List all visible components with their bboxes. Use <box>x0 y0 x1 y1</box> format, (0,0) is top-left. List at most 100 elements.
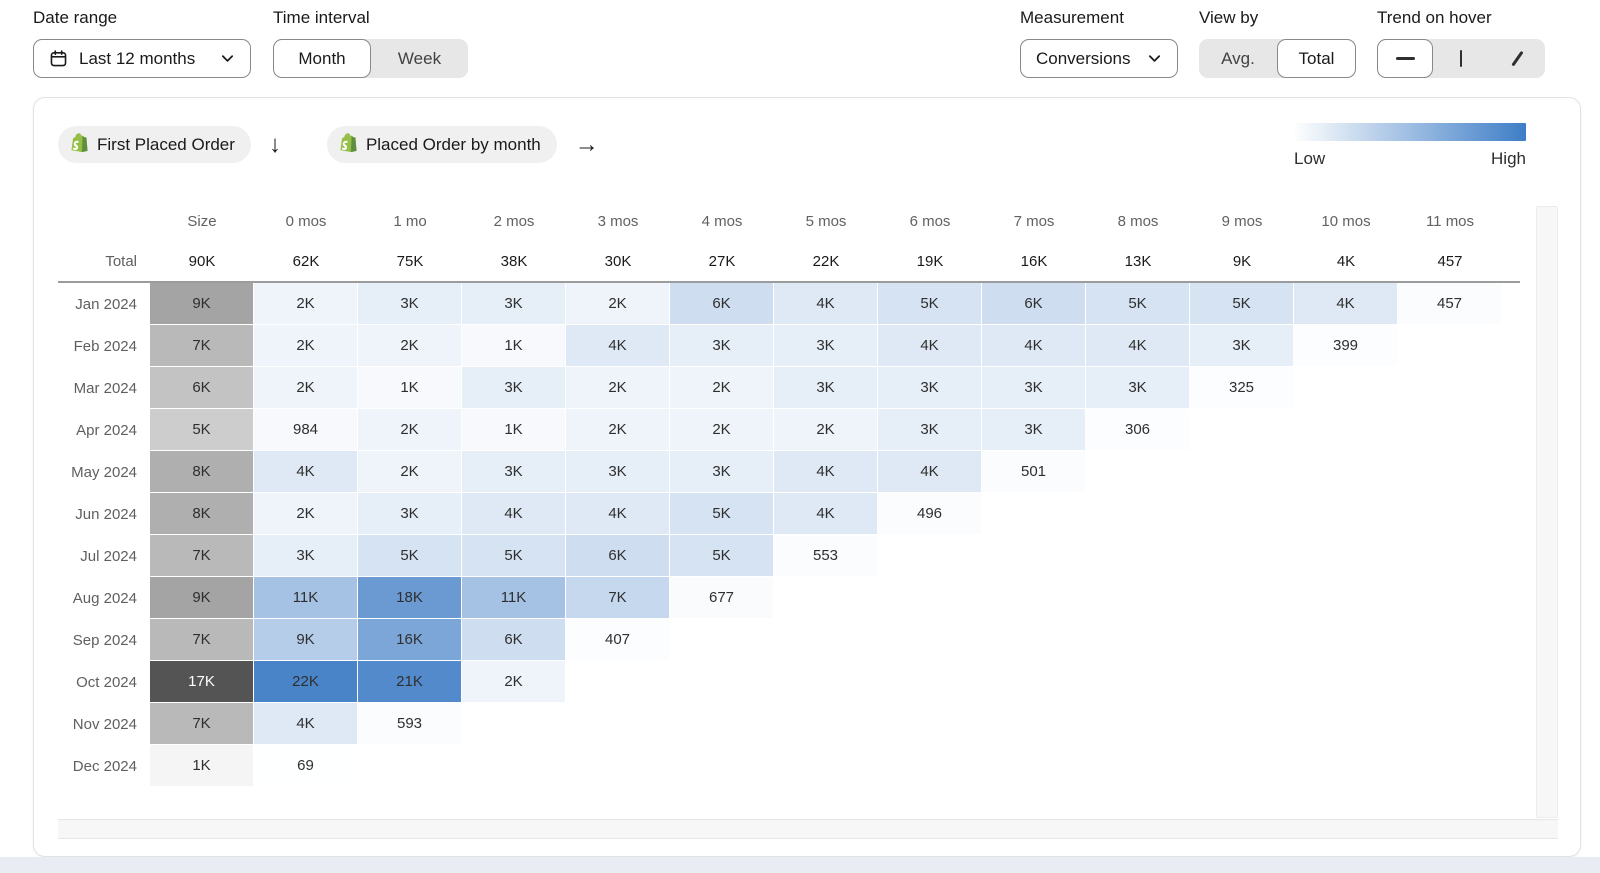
trend-horizontal-line-button[interactable] <box>1377 39 1433 78</box>
heatmap-cell[interactable]: 6K <box>566 535 670 577</box>
heatmap-cell[interactable]: 4K <box>1294 283 1398 325</box>
heatmap-cell[interactable]: 4K <box>1086 325 1190 367</box>
heatmap-cell[interactable]: 3K <box>1190 325 1294 367</box>
heatmap-cell[interactable]: 69 <box>254 745 358 787</box>
heatmap-cell[interactable]: 5K <box>878 283 982 325</box>
heatmap-cell[interactable]: 4K <box>774 451 878 493</box>
heatmap-cell[interactable]: 1K <box>358 367 462 409</box>
cohort-size-cell[interactable]: 17K <box>150 661 254 703</box>
measurement-select[interactable]: Conversions <box>1020 39 1178 78</box>
heatmap-cell[interactable]: 2K <box>358 409 462 451</box>
cohort-size-cell[interactable]: 6K <box>150 367 254 409</box>
heatmap-cell[interactable]: 1K <box>462 325 566 367</box>
heatmap-cell[interactable]: 3K <box>358 283 462 325</box>
heatmap-cell[interactable]: 6K <box>670 283 774 325</box>
heatmap-cell[interactable]: 984 <box>254 409 358 451</box>
heatmap-cell[interactable]: 4K <box>462 493 566 535</box>
heatmap-cell[interactable]: 4K <box>982 325 1086 367</box>
heatmap-cell[interactable]: 399 <box>1294 325 1398 367</box>
heatmap-cell[interactable]: 501 <box>982 451 1086 493</box>
heatmap-cell[interactable]: 5K <box>1190 283 1294 325</box>
time-interval-week-button[interactable]: Week <box>371 39 468 78</box>
date-range-button[interactable]: Last 12 months <box>33 39 251 78</box>
cohort-size-cell[interactable]: 9K <box>150 283 254 325</box>
heatmap-cell[interactable]: 4K <box>254 451 358 493</box>
heatmap-cell[interactable]: 4K <box>566 493 670 535</box>
cohort-size-cell[interactable]: 7K <box>150 535 254 577</box>
cohort-start-event-badge[interactable]: First Placed Order <box>58 126 251 163</box>
view-by-total-button[interactable]: Total <box>1277 39 1356 78</box>
heatmap-cell[interactable]: 2K <box>774 409 878 451</box>
heatmap-cell[interactable]: 593 <box>358 703 462 745</box>
heatmap-cell[interactable]: 4K <box>254 703 358 745</box>
heatmap-cell[interactable]: 2K <box>254 283 358 325</box>
heatmap-cell[interactable]: 2K <box>254 367 358 409</box>
heatmap-cell[interactable]: 3K <box>670 451 774 493</box>
heatmap-cell[interactable]: 5K <box>670 493 774 535</box>
heatmap-cell[interactable]: 2K <box>566 283 670 325</box>
heatmap-cell[interactable]: 6K <box>462 619 566 661</box>
heatmap-cell[interactable]: 11K <box>254 577 358 619</box>
heatmap-cell[interactable]: 3K <box>358 493 462 535</box>
heatmap-cell[interactable]: 4K <box>774 493 878 535</box>
vertical-scrollbar[interactable] <box>1536 206 1558 818</box>
heatmap-cell[interactable]: 3K <box>1086 367 1190 409</box>
cohort-size-cell[interactable]: 7K <box>150 703 254 745</box>
heatmap-cell[interactable]: 3K <box>878 409 982 451</box>
heatmap-cell[interactable]: 677 <box>670 577 774 619</box>
heatmap-cell[interactable]: 553 <box>774 535 878 577</box>
heatmap-cell[interactable]: 4K <box>878 325 982 367</box>
heatmap-cell[interactable]: 3K <box>982 409 1086 451</box>
trend-vertical-bar-button[interactable] <box>1433 39 1489 78</box>
heatmap-cell[interactable]: 496 <box>878 493 982 535</box>
heatmap-cell[interactable]: 6K <box>982 283 1086 325</box>
heatmap-cell[interactable]: 1K <box>462 409 566 451</box>
heatmap-cell[interactable]: 3K <box>462 367 566 409</box>
heatmap-cell[interactable]: 2K <box>254 493 358 535</box>
cohort-size-cell[interactable]: 7K <box>150 619 254 661</box>
cohort-size-cell[interactable]: 1K <box>150 745 254 787</box>
heatmap-cell[interactable]: 306 <box>1086 409 1190 451</box>
heatmap-cell[interactable]: 5K <box>462 535 566 577</box>
heatmap-cell[interactable]: 3K <box>982 367 1086 409</box>
heatmap-cell[interactable]: 457 <box>1398 283 1502 325</box>
heatmap-cell[interactable]: 2K <box>566 409 670 451</box>
heatmap-cell[interactable]: 3K <box>254 535 358 577</box>
heatmap-cell[interactable]: 325 <box>1190 367 1294 409</box>
heatmap-cell[interactable]: 407 <box>566 619 670 661</box>
heatmap-cell[interactable]: 2K <box>670 409 774 451</box>
heatmap-cell[interactable]: 22K <box>254 661 358 703</box>
heatmap-cell[interactable]: 3K <box>462 451 566 493</box>
heatmap-cell[interactable]: 2K <box>358 451 462 493</box>
cohort-size-cell[interactable]: 8K <box>150 451 254 493</box>
heatmap-cell[interactable]: 2K <box>670 367 774 409</box>
horizontal-scrollbar[interactable] <box>58 819 1558 839</box>
cohort-return-event-badge[interactable]: Placed Order by month <box>326 126 557 163</box>
heatmap-cell[interactable]: 3K <box>462 283 566 325</box>
heatmap-cell[interactable]: 2K <box>462 661 566 703</box>
heatmap-cell[interactable]: 2K <box>566 367 670 409</box>
heatmap-cell[interactable]: 5K <box>670 535 774 577</box>
time-interval-month-button[interactable]: Month <box>273 39 371 78</box>
heatmap-cell[interactable]: 4K <box>566 325 670 367</box>
heatmap-cell[interactable]: 7K <box>566 577 670 619</box>
heatmap-cell[interactable]: 2K <box>254 325 358 367</box>
cohort-size-cell[interactable]: 8K <box>150 493 254 535</box>
heatmap-cell[interactable]: 3K <box>566 451 670 493</box>
heatmap-cell[interactable]: 9K <box>254 619 358 661</box>
heatmap-cell[interactable]: 3K <box>774 367 878 409</box>
heatmap-cell[interactable]: 3K <box>774 325 878 367</box>
cohort-size-cell[interactable]: 5K <box>150 409 254 451</box>
view-by-avg-button[interactable]: Avg. <box>1199 39 1277 78</box>
cohort-size-cell[interactable]: 7K <box>150 325 254 367</box>
heatmap-cell[interactable]: 16K <box>358 619 462 661</box>
heatmap-cell[interactable]: 3K <box>670 325 774 367</box>
heatmap-cell[interactable]: 4K <box>774 283 878 325</box>
cohort-size-cell[interactable]: 9K <box>150 577 254 619</box>
heatmap-cell[interactable]: 18K <box>358 577 462 619</box>
heatmap-cell[interactable]: 5K <box>1086 283 1190 325</box>
heatmap-cell[interactable]: 21K <box>358 661 462 703</box>
heatmap-cell[interactable]: 11K <box>462 577 566 619</box>
trend-diagonal-line-button[interactable] <box>1489 39 1545 78</box>
heatmap-cell[interactable]: 4K <box>878 451 982 493</box>
